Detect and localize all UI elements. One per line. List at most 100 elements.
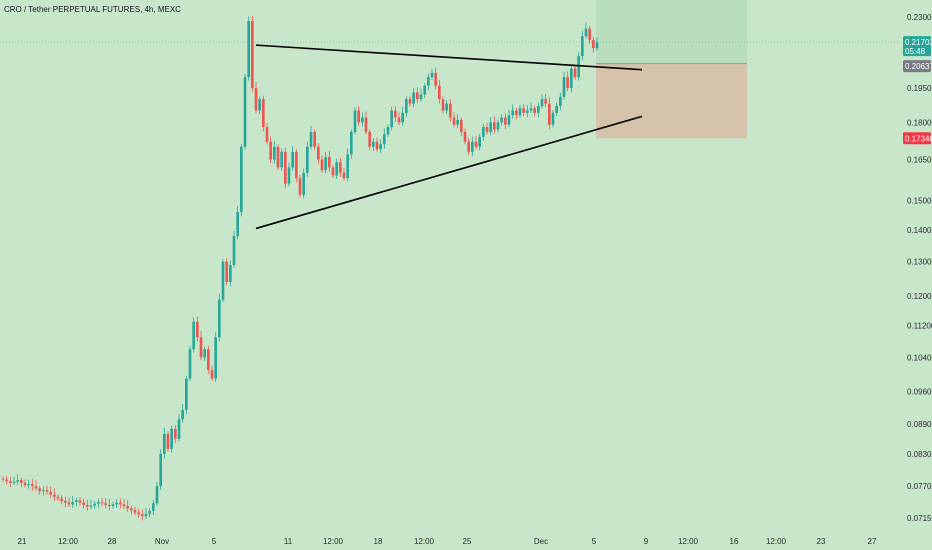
candle — [544, 93, 547, 108]
candle — [302, 168, 305, 199]
candle — [5, 476, 8, 485]
candle-body — [518, 108, 522, 116]
candle — [141, 509, 144, 521]
candle — [119, 498, 122, 509]
candle-body — [397, 117, 401, 123]
candle-body — [9, 481, 12, 483]
time-tick-label: 28 — [108, 537, 117, 546]
candle-body — [412, 92, 415, 104]
candle-body — [23, 482, 27, 486]
candle-body — [361, 117, 364, 123]
candle-body — [16, 480, 19, 482]
candle — [427, 73, 430, 91]
time-tick-label: 12:00 — [414, 537, 435, 546]
candle — [42, 486, 45, 496]
candle-body — [331, 167, 335, 176]
candle — [405, 96, 408, 118]
stop-price-tag-bg — [903, 132, 931, 145]
candle — [430, 68, 434, 80]
candle-body — [188, 349, 192, 379]
candle — [438, 79, 441, 104]
candle — [276, 144, 280, 171]
candle-body — [379, 144, 382, 150]
candle — [331, 164, 335, 179]
candle — [218, 293, 221, 342]
candle-body — [511, 110, 514, 116]
candle-body — [53, 494, 56, 497]
candle-body — [34, 486, 38, 489]
candle-body — [152, 503, 155, 511]
candle — [434, 67, 437, 90]
candle-body — [221, 261, 225, 300]
candle-body — [350, 131, 353, 155]
candle-body — [111, 504, 115, 507]
candle-body — [100, 502, 104, 504]
candle — [339, 157, 342, 178]
candle — [295, 149, 298, 183]
candle-body — [592, 40, 595, 49]
stop-zone — [596, 63, 747, 139]
candle — [130, 505, 133, 515]
candle-body — [478, 136, 481, 147]
price-axis: 0.480000.440000.400000.360000.320000.290… — [907, 13, 932, 523]
time-tick-label: Dec — [534, 537, 548, 546]
candle-body — [12, 481, 16, 483]
time-tick-label: 11 — [284, 537, 293, 546]
candle — [291, 145, 294, 171]
candle — [595, 37, 599, 51]
candle-body — [199, 337, 203, 358]
candle — [144, 507, 148, 519]
stop-price-tag-text: 0.17340 — [905, 134, 932, 143]
candle-body — [181, 409, 184, 420]
time-tick-label: 12:00 — [58, 537, 79, 546]
time-tick-label: 12:00 — [766, 537, 787, 546]
candle — [232, 231, 236, 268]
candle-body — [247, 20, 250, 78]
candle-body — [78, 500, 82, 503]
candle — [78, 496, 82, 506]
time-tick-label: 25 — [463, 537, 472, 546]
candle — [328, 151, 331, 172]
candle — [588, 25, 591, 44]
candle — [240, 144, 243, 217]
candle — [548, 97, 551, 129]
candle — [317, 143, 320, 164]
candle — [566, 71, 569, 92]
candle — [489, 117, 492, 136]
candle-body — [122, 504, 126, 507]
candle-body — [482, 127, 485, 137]
last-price-tag-bg — [903, 36, 931, 57]
candle — [192, 317, 195, 353]
candle-body — [463, 131, 467, 142]
candle-body — [507, 115, 511, 125]
candle — [515, 107, 518, 120]
candle-body — [584, 28, 588, 37]
candle — [196, 316, 199, 342]
candle — [174, 424, 177, 444]
candle — [357, 106, 360, 126]
candle-body — [262, 99, 265, 128]
candle-body — [452, 117, 456, 125]
candle — [496, 119, 500, 133]
candle-body — [427, 77, 430, 86]
candle-body — [232, 236, 236, 266]
candle-body — [177, 419, 181, 439]
candle-body — [438, 85, 441, 100]
candle — [1, 476, 5, 483]
chart-title: CRO / Tether PERPETUAL FUTURES, 4h, MEXC — [4, 5, 181, 14]
candle — [537, 102, 540, 118]
time-tick-label: 12:00 — [678, 537, 699, 546]
candle — [60, 495, 63, 505]
candle — [163, 427, 166, 459]
candle — [284, 147, 287, 188]
candle — [137, 508, 140, 518]
candle — [262, 95, 265, 132]
candle — [570, 66, 573, 93]
candle-body — [544, 99, 547, 104]
